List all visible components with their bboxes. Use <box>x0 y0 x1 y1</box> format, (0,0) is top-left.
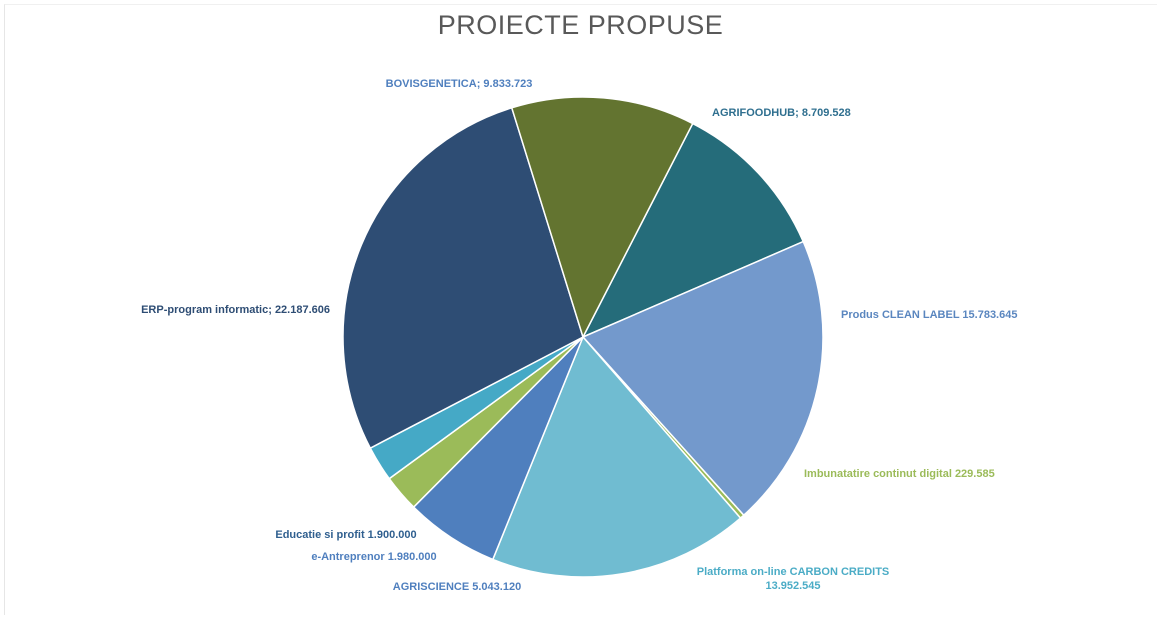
pie-slice-1 <box>581 122 805 339</box>
pie-slice-4 <box>491 335 742 578</box>
slice-label-2: Produs CLEAN LABEL 15.783.645 <box>841 309 1017 321</box>
slice-label-3: Imbunatatire continut digital 229.585 <box>804 468 995 480</box>
slice-label-6: e-Antreprenor 1.980.000 <box>311 551 436 563</box>
slice-label-7: Educatie si profit 1.900.000 <box>275 529 416 541</box>
pie-slices <box>342 96 824 578</box>
slice-label-4: Platforma on-line CARBON CREDITS 13.952.5… <box>697 566 890 592</box>
slice-label-1: AGRIFOODHUB; 8.709.528 <box>712 107 851 119</box>
chart-border <box>4 4 1157 615</box>
slice-label-9: BOVISGENETICA; 9.833.723 <box>386 78 533 90</box>
pie-slice-8 <box>342 106 584 450</box>
pie-slice-9 <box>510 96 694 339</box>
pie-labels: AGRIFOODHUB; 8.709.528 Produs CLEAN LABEL… <box>141 78 1017 593</box>
slice-label-5: AGRISCIENCE 5.043.120 <box>393 581 521 593</box>
chart-title: PROIECTE PROPUSE <box>437 10 724 40</box>
slice-label-8: ERP-program informatic; 22.187.606 <box>141 304 330 316</box>
pie-slice-2 <box>581 240 824 517</box>
